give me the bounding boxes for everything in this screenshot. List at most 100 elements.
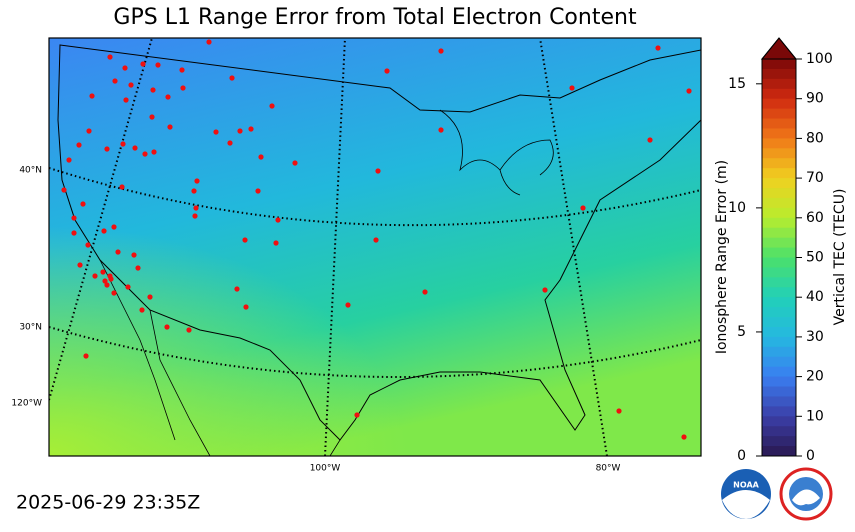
map-frame xyxy=(48,37,702,457)
colorbar-band xyxy=(762,88,796,100)
colorbar-band xyxy=(762,267,796,278)
station xyxy=(102,278,108,284)
noaa-logo: NOAA xyxy=(721,469,771,519)
colorbar-band xyxy=(762,436,796,447)
colorbar-band xyxy=(762,376,796,388)
colorbar-band xyxy=(762,247,796,258)
station xyxy=(111,290,117,296)
station xyxy=(438,48,444,54)
colorbar-band xyxy=(762,257,796,268)
station xyxy=(237,128,243,134)
lat-label: 40°N xyxy=(19,166,42,176)
station xyxy=(681,434,687,440)
station xyxy=(100,269,106,275)
station xyxy=(123,97,129,103)
station xyxy=(131,252,137,258)
station xyxy=(85,242,91,248)
station xyxy=(122,65,128,71)
station xyxy=(180,85,186,91)
station xyxy=(120,141,126,147)
station xyxy=(384,68,390,74)
lon-label: 120°W xyxy=(11,399,42,409)
colorbar-band xyxy=(762,59,796,70)
timestamp: 2025-06-29 23:35Z xyxy=(16,492,200,514)
colorbar-band xyxy=(762,287,796,298)
station xyxy=(647,137,653,143)
map-shade xyxy=(49,38,701,456)
station xyxy=(119,184,125,190)
station xyxy=(112,78,118,84)
colorbar: 0 10 20 30 40 50 60 70 80 90 100 0 5 10 15 xyxy=(728,37,833,464)
station xyxy=(275,217,281,223)
svg-text:NOAA: NOAA xyxy=(733,481,759,490)
station xyxy=(206,39,212,45)
station xyxy=(438,127,444,133)
colorbar-band xyxy=(762,317,796,328)
station xyxy=(686,88,692,94)
colorbar-band xyxy=(762,336,796,348)
station xyxy=(273,240,279,246)
station xyxy=(71,230,77,236)
station xyxy=(108,276,114,282)
lon-label: 80°W xyxy=(596,464,621,474)
station xyxy=(140,61,146,67)
station xyxy=(83,353,89,359)
station xyxy=(242,237,248,243)
colorbar-band xyxy=(762,227,796,239)
station xyxy=(227,140,233,146)
station xyxy=(66,157,72,163)
station xyxy=(345,302,351,308)
y-tick-label: 40 xyxy=(806,289,824,305)
y-tick-label: 50 xyxy=(806,250,824,266)
station xyxy=(213,129,219,135)
y-tick-label: 0 xyxy=(806,448,815,464)
colorbar-band xyxy=(762,168,796,179)
colorbar-band xyxy=(762,366,796,378)
y2-axis-label: Ionosphere Range Error (m) xyxy=(714,160,730,354)
colorbar-band xyxy=(762,148,796,159)
colorbar-band xyxy=(762,207,796,219)
colorbar-band xyxy=(762,188,796,199)
station xyxy=(61,187,67,193)
station xyxy=(542,287,548,293)
colorbar-band xyxy=(762,406,796,417)
station xyxy=(151,149,157,155)
station xyxy=(243,304,249,310)
colorbar-band xyxy=(762,297,796,308)
station xyxy=(132,145,138,151)
colorbar-band xyxy=(762,386,796,397)
colorbar-band xyxy=(762,197,796,209)
colorbar-band xyxy=(762,307,796,318)
lon-label: 100°W xyxy=(310,464,341,474)
colorbar-band xyxy=(762,426,796,437)
station xyxy=(269,103,275,109)
y-axis-label: Vertical TEC (TECU) xyxy=(832,189,848,326)
colorbar-band xyxy=(762,446,796,457)
y-tick-label: 60 xyxy=(806,210,824,226)
station xyxy=(255,188,261,194)
station xyxy=(569,85,575,91)
graticule xyxy=(49,38,701,456)
y-tick-label: 30 xyxy=(806,329,824,345)
station xyxy=(258,154,264,160)
colorbar-band xyxy=(762,326,796,338)
y-tick-label: 80 xyxy=(806,130,824,146)
station xyxy=(107,54,113,60)
station xyxy=(155,62,161,68)
station xyxy=(422,289,428,295)
nws-logo xyxy=(779,467,833,521)
station xyxy=(125,284,131,290)
y-tick-label: 20 xyxy=(806,369,824,385)
title: GPS L1 Range Error from Total Electron C… xyxy=(113,5,637,30)
colorbar-band xyxy=(762,237,796,249)
station xyxy=(89,93,95,99)
great-lakes xyxy=(439,109,554,196)
colorbar-band xyxy=(762,416,796,427)
station xyxy=(229,75,235,81)
station xyxy=(186,327,192,333)
colorbar-band xyxy=(762,217,796,229)
colorbar-extend xyxy=(760,37,798,60)
stations xyxy=(61,39,692,440)
colorbar-band xyxy=(762,98,796,110)
station xyxy=(165,94,171,100)
